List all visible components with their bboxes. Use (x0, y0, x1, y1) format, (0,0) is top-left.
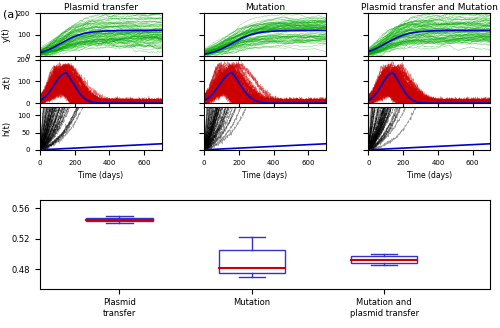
Bar (218, 250, 285, 273)
Title: Plasmid transfer and Mutation: Plasmid transfer and Mutation (361, 3, 498, 12)
Y-axis label: h(t): h(t) (2, 121, 11, 136)
Bar (351, 256, 417, 263)
X-axis label: Time (days): Time (days) (406, 171, 452, 180)
X-axis label: Time (days): Time (days) (242, 171, 288, 180)
Bar (86, 218, 152, 221)
Y-axis label: z(t): z(t) (2, 74, 11, 89)
Title: Plasmid transfer: Plasmid transfer (64, 3, 138, 12)
X-axis label: Time (days): Time (days) (78, 171, 124, 180)
Title: Mutation: Mutation (245, 3, 285, 12)
Text: (a): (a) (2, 10, 18, 20)
Y-axis label: y(t): y(t) (2, 27, 11, 42)
